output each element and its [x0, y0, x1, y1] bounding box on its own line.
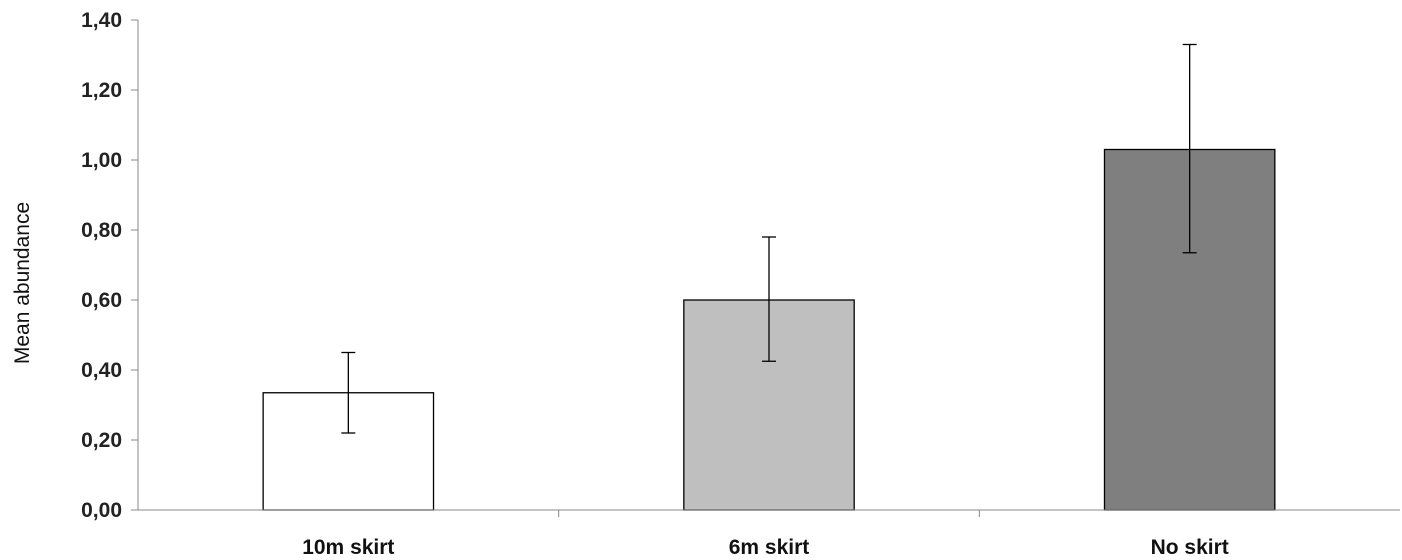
y-axis-title: Mean abundance	[11, 202, 34, 364]
x-category-label: 10m skirt	[302, 536, 394, 559]
x-axis-labels: 10m skirt 6m skirt No skirt	[302, 536, 1229, 559]
y-tick-label: 1,40	[81, 9, 122, 32]
x-category-label: No skirt	[1151, 536, 1229, 559]
y-tick-label: 0,40	[81, 359, 122, 382]
y-tick-label: 0,60	[81, 289, 122, 312]
y-tick-label: 0,00	[81, 499, 122, 522]
y-tick-label: 0,20	[81, 429, 122, 452]
y-tick-label: 1,20	[81, 79, 122, 102]
x-category-label: 6m skirt	[729, 536, 810, 559]
error-bars	[341, 43, 1197, 434]
axes	[137, 20, 1400, 517]
y-tick-label: 0,80	[81, 219, 122, 242]
y-axis-ticks: 0,00 0,20 0,40 0,60 0,80 1,00 1,20 1,40	[81, 9, 138, 522]
y-tick-label: 1,00	[81, 149, 122, 172]
